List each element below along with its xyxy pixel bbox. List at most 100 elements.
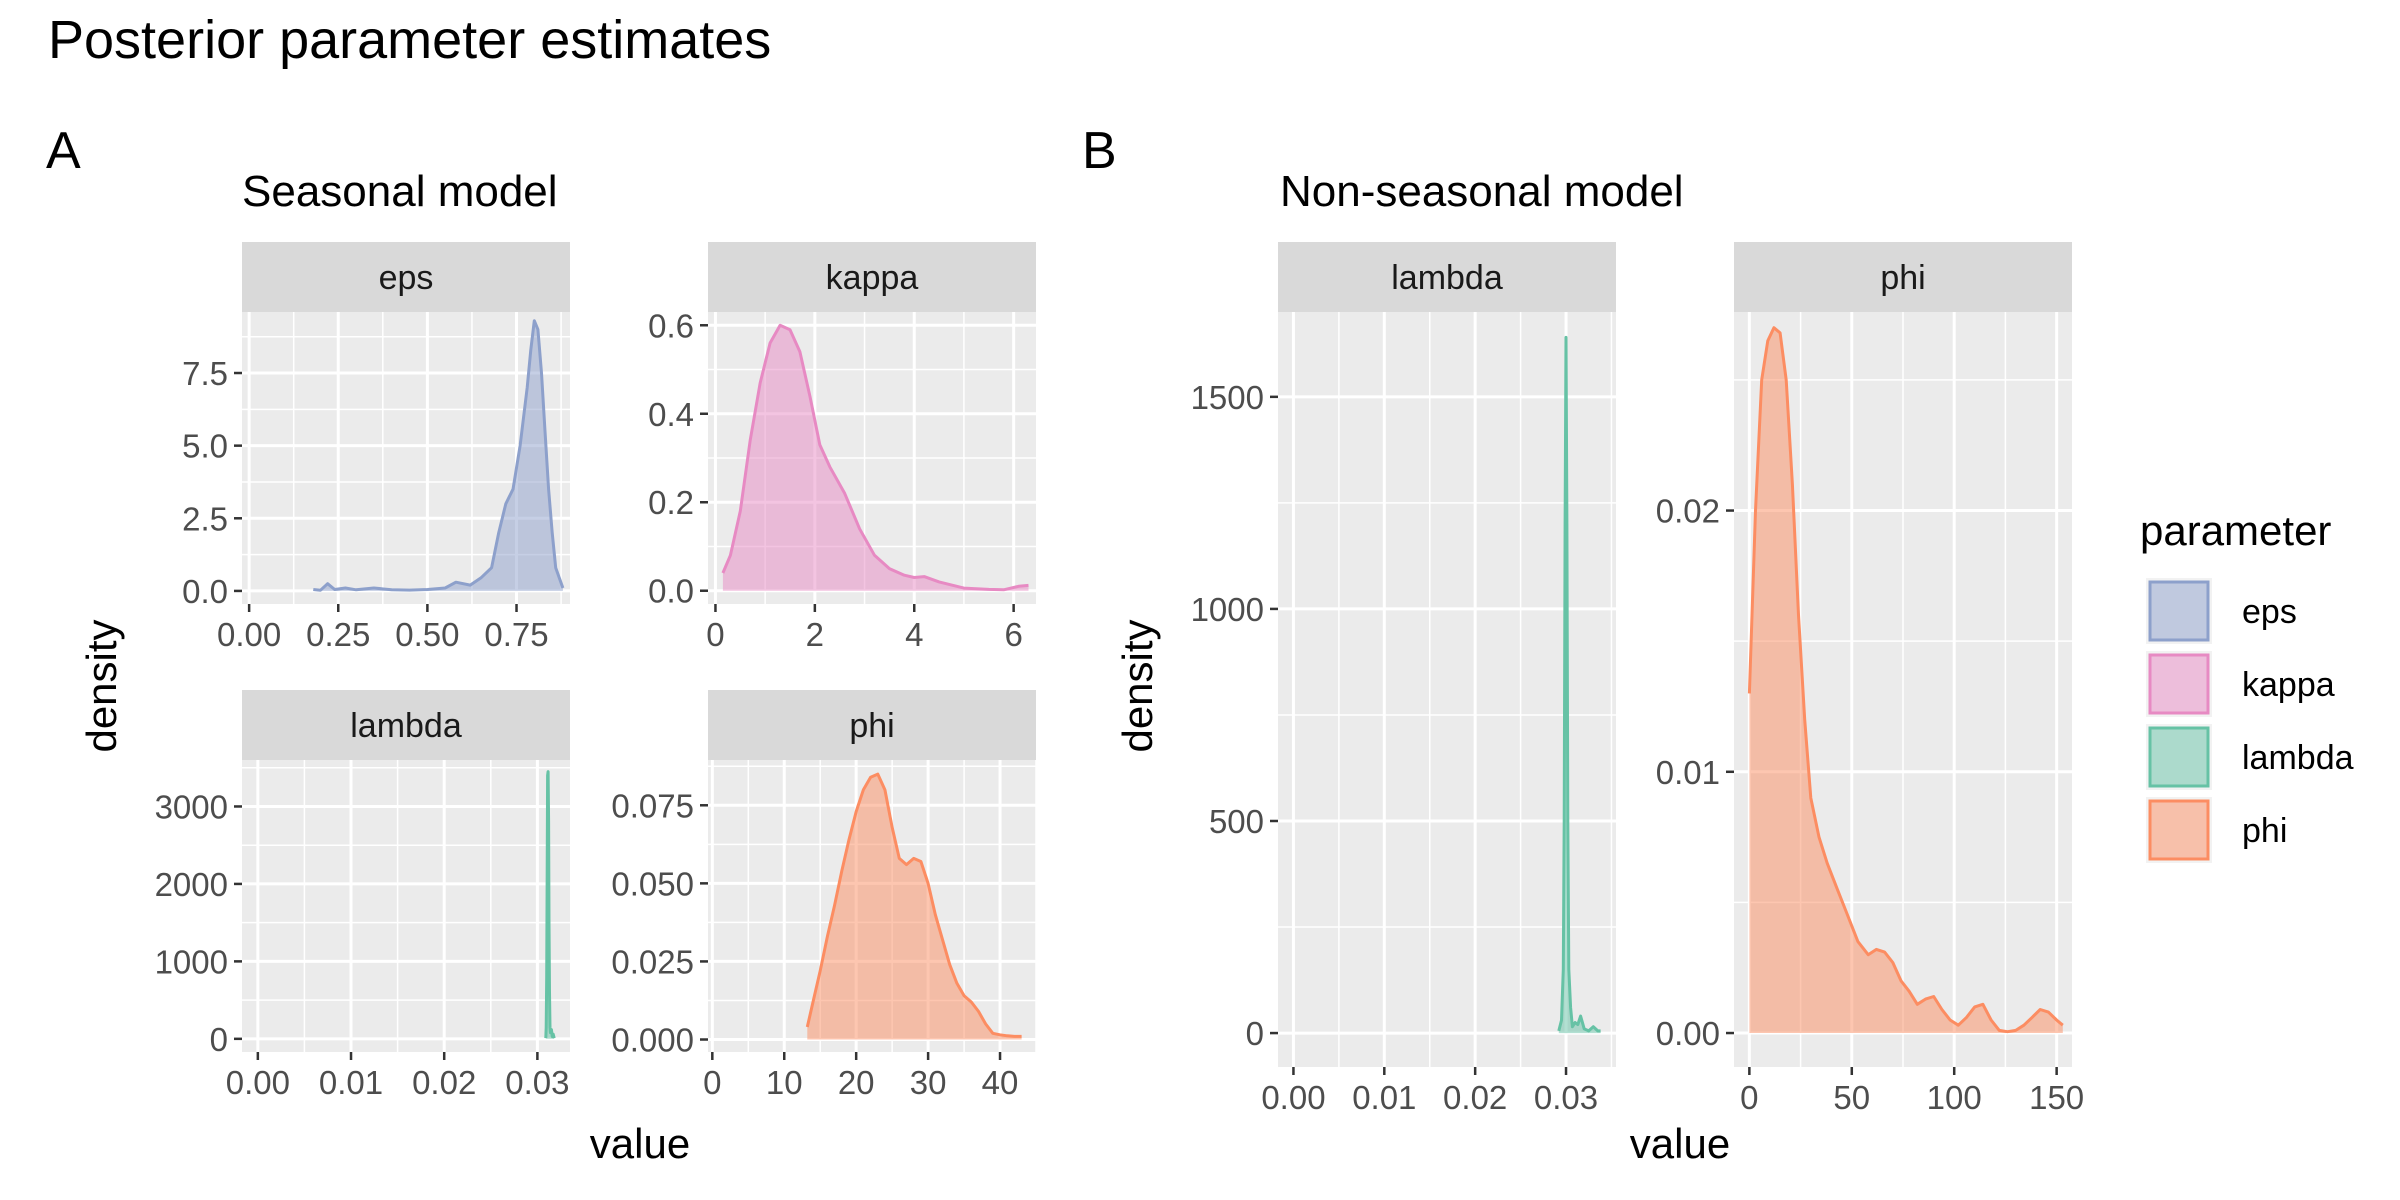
x-tick-label: 20	[838, 1064, 875, 1101]
x-tick-label: 0.00	[217, 616, 281, 653]
x-tick-label: 0	[706, 616, 724, 653]
y-tick-label: 0.4	[648, 396, 694, 433]
facet-1-lambda: lambda 0.00 0.01 0.02 0.03 0 500 1000 1500	[1191, 242, 1616, 1116]
facet-strip-label: phi	[1880, 259, 1925, 297]
legend-item-eps: eps	[2146, 578, 2297, 644]
x-tick-label: 40	[982, 1064, 1019, 1101]
facet-strip-label: kappa	[826, 259, 919, 297]
density-area-phi	[807, 774, 1022, 1040]
facet-0-lambda: lambda 0.00 0.01 0.02 0.03 0 1000 2000 3000	[155, 690, 570, 1101]
density-line-kappa	[721, 323, 1029, 592]
panel-b-xlabel: value	[1630, 1120, 1730, 1167]
panel-b-subtitle: Non-seasonal model	[1280, 167, 1684, 216]
legend-label-eps: eps	[2242, 593, 2297, 631]
y-tick-label: 0.6	[648, 307, 694, 344]
y-tick-label: 0.02	[1656, 493, 1720, 530]
density-area-phi	[1749, 327, 2063, 1033]
facet-0-kappa: kappa 0 2 4 6 0.0 0.2 0.4 0.6	[648, 242, 1036, 653]
x-tick-label: 0.02	[1443, 1079, 1507, 1116]
panel-background	[242, 760, 570, 1052]
panel-a-tag: A	[46, 122, 81, 180]
facet-strip-label: phi	[849, 707, 894, 745]
y-tick-label: 0.025	[611, 943, 694, 980]
y-tick-label: 0	[210, 1021, 228, 1058]
facet-strip	[708, 690, 1036, 760]
legend-swatch-lambda	[2148, 726, 2210, 788]
legend-swatch-kappa	[2148, 653, 2210, 715]
legend: parameter eps kappa lambda phi	[2140, 507, 2354, 863]
y-tick-label: 0.075	[611, 787, 694, 824]
y-tick-label: 0	[1246, 1015, 1264, 1052]
density-line-lambda	[1557, 335, 1601, 1033]
x-tick-label: 0	[1740, 1079, 1758, 1116]
density-line-eps	[313, 319, 565, 592]
y-tick-label: 1000	[1191, 591, 1264, 628]
x-tick-label: 0.00	[226, 1064, 290, 1101]
x-tick-label: 50	[1833, 1079, 1870, 1116]
y-tick-label: 0.00	[1656, 1015, 1720, 1052]
x-tick-label: 150	[2029, 1079, 2084, 1116]
figure-title: Posterior parameter estimates	[48, 10, 771, 70]
x-tick-label: 0	[703, 1064, 721, 1101]
legend-item-lambda: lambda	[2146, 724, 2354, 790]
y-tick-label: 0.01	[1656, 754, 1720, 791]
facet-strip-label: lambda	[1391, 259, 1503, 297]
x-tick-label: 30	[910, 1064, 947, 1101]
legend-item-kappa: kappa	[2146, 651, 2335, 717]
density-line-phi	[805, 772, 1022, 1038]
x-tick-label: 100	[1927, 1079, 1982, 1116]
x-tick-label: 0.02	[412, 1064, 476, 1101]
y-tick-label: 500	[1209, 803, 1264, 840]
y-tick-label: 0.000	[611, 1022, 694, 1059]
density-line-phi	[1747, 326, 2064, 1034]
facet-1-phi: phi 0 50 100 150 0.00 0.01 0.02	[1656, 242, 2084, 1116]
legend-item-phi: phi	[2146, 797, 2287, 863]
legend-label-lambda: lambda	[2242, 739, 2354, 777]
facet-strip-label: lambda	[350, 707, 462, 745]
legend-swatch-phi	[2148, 799, 2210, 861]
x-tick-label: 0.50	[395, 616, 459, 653]
legend-label-kappa: kappa	[2242, 666, 2335, 704]
facet-strip	[1734, 242, 2072, 312]
x-tick-label: 10	[766, 1064, 803, 1101]
legend-title: parameter	[2140, 507, 2331, 554]
legend-label-phi: phi	[2242, 812, 2287, 850]
x-tick-label: 0.03	[505, 1064, 569, 1101]
density-line-lambda	[544, 770, 556, 1039]
x-tick-label: 0.75	[484, 616, 548, 653]
y-tick-label: 0.050	[611, 865, 694, 902]
y-tick-label: 0.0	[182, 573, 228, 610]
x-tick-label: 6	[1004, 616, 1022, 653]
y-tick-label: 0.0	[648, 573, 694, 610]
facet-strip	[1278, 242, 1616, 312]
facet-0-phi: phi 0 10 20 30 40 0.000 0.025 0.050 0.075	[611, 690, 1037, 1101]
panel-background	[1278, 312, 1616, 1067]
x-tick-label: 0.00	[1261, 1079, 1325, 1116]
y-tick-label: 1500	[1191, 379, 1264, 416]
y-tick-label: 2000	[155, 866, 228, 903]
y-tick-label: 5.0	[182, 428, 228, 465]
panel-b-ylabel: density	[1114, 619, 1161, 752]
y-tick-label: 0.2	[648, 484, 694, 521]
panel-a-xlabel: value	[590, 1120, 690, 1167]
y-tick-label: 2.5	[182, 500, 228, 537]
y-tick-label: 1000	[155, 943, 228, 980]
facet-strip	[242, 242, 570, 312]
y-tick-label: 7.5	[182, 355, 228, 392]
x-tick-label: 4	[905, 616, 923, 653]
x-tick-label: 0.03	[1534, 1079, 1598, 1116]
facet-strip	[708, 242, 1036, 312]
x-tick-label: 0.25	[306, 616, 370, 653]
x-tick-label: 2	[806, 616, 824, 653]
panel-b-tag: B	[1082, 122, 1117, 180]
x-tick-label: 0.01	[319, 1064, 383, 1101]
facet-0-eps: eps 0.00 0.25 0.50 0.75 0.0 2.5 5.0 7.5	[182, 242, 570, 653]
x-tick-label: 0.01	[1352, 1079, 1416, 1116]
panel-a-ylabel: density	[78, 619, 125, 752]
y-tick-label: 3000	[155, 788, 228, 825]
facet-strip	[242, 690, 570, 760]
legend-swatch-eps	[2148, 580, 2210, 642]
density-area-kappa	[722, 325, 1029, 591]
